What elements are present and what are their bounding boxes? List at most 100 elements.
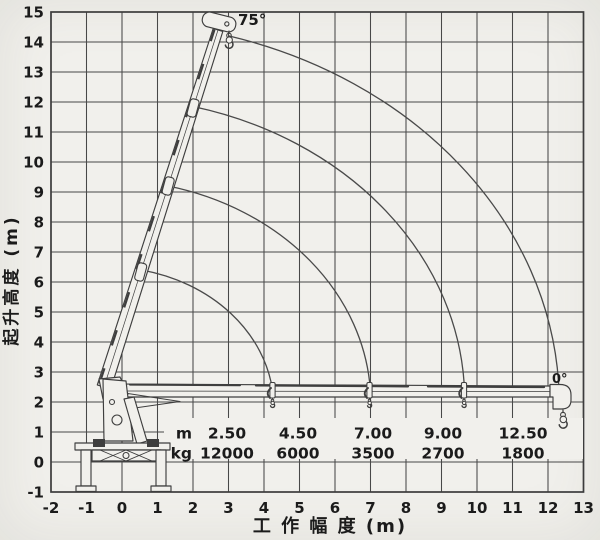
x-tick-label: 4 xyxy=(259,499,269,517)
y-tick-label: 15 xyxy=(23,4,44,22)
boom-section-collar xyxy=(186,98,200,118)
boom-head-top xyxy=(201,11,237,33)
boom-section-collar xyxy=(134,262,148,282)
x-tick-label: 2 xyxy=(188,499,198,517)
capacity-load-value: 12000 xyxy=(200,445,254,463)
section-hook-mark xyxy=(266,387,272,399)
hook-icon xyxy=(558,421,568,429)
y-axis-title: 起升高度 (m) xyxy=(1,214,22,346)
boom-75deg-midline xyxy=(103,29,219,388)
hook-icon xyxy=(367,400,372,406)
boom-section-end xyxy=(366,381,373,399)
collar-rect xyxy=(134,262,148,282)
boom-shading xyxy=(129,383,241,387)
capacity-load-value: 1800 xyxy=(501,445,544,463)
y-tick-label: -1 xyxy=(27,484,44,502)
y-tick-label: 2 xyxy=(34,394,44,412)
y-tick-label: 8 xyxy=(34,214,44,232)
boom-section-collar xyxy=(161,176,175,196)
y-tick-label: 14 xyxy=(23,34,44,52)
sheave xyxy=(224,21,230,27)
x-tick-label: -1 xyxy=(78,499,95,517)
hook-icon xyxy=(461,400,467,406)
x-tick-label: 11 xyxy=(502,499,523,517)
table-band xyxy=(164,418,583,459)
y-tick-label: 7 xyxy=(34,244,44,262)
outrigger-leg-right xyxy=(155,449,167,487)
boom-section-end xyxy=(460,381,468,399)
hook-icon xyxy=(224,41,234,49)
extension-arc-3 xyxy=(192,105,466,394)
capacity-radius-value: 2.50 xyxy=(208,425,246,443)
x-tick-label: 3 xyxy=(223,499,233,517)
plot-border xyxy=(50,11,585,493)
frame-bracing xyxy=(99,449,153,462)
max-boom-angle-label: 75° xyxy=(238,11,266,29)
boom-section-end xyxy=(269,381,276,399)
x-tick-label: 5 xyxy=(294,499,304,517)
y-tick-label: 12 xyxy=(23,94,44,112)
capacity-radius-value: 12.50 xyxy=(498,425,547,443)
boom-head-right xyxy=(549,383,572,410)
outrigger-foot-right xyxy=(150,485,172,493)
capacity-load-value: 3500 xyxy=(351,445,394,463)
boom-horizontal-midline xyxy=(111,390,551,392)
y-tick-label: 9 xyxy=(34,184,44,202)
pivot-pin xyxy=(108,398,116,406)
collar-rect xyxy=(186,98,200,118)
y-tick-label: 10 xyxy=(23,154,44,172)
extension-arc-1 xyxy=(140,269,274,394)
y-tick-label: 1 xyxy=(34,424,44,442)
hook-icon xyxy=(461,403,467,409)
table-background-band xyxy=(164,418,583,459)
y-tick-label: 11 xyxy=(23,124,44,142)
capacity-radius-value: 4.50 xyxy=(279,425,317,443)
crane-drawing xyxy=(74,11,572,493)
boom-extension-arcs xyxy=(140,35,560,394)
hook-icon xyxy=(270,400,275,406)
x-tick-label: 9 xyxy=(436,499,446,517)
section-hook-mark xyxy=(458,387,464,399)
y-tick-label: 4 xyxy=(34,334,44,352)
x-axis-title: 工 作 幅 度 (m) xyxy=(253,515,407,537)
hook-icon xyxy=(269,403,276,409)
x-tick-label: 8 xyxy=(401,499,411,517)
x-tick-label: 0 xyxy=(117,499,127,517)
section-hook-mark xyxy=(363,387,369,399)
y-tick-label: 3 xyxy=(34,364,44,382)
crane-column xyxy=(102,378,134,442)
kingpin xyxy=(122,451,130,460)
collar-rect xyxy=(161,176,175,196)
x-tick-label: 7 xyxy=(365,499,375,517)
y-tick-label: 5 xyxy=(34,304,44,322)
capacity-radius-value: 7.00 xyxy=(354,425,392,443)
y-tick-label: 6 xyxy=(34,274,44,292)
axis-tick-labels: -2 -1 0 1 2 3 4 5 6 7 8 9 10 11 12 13151413121110987654… xyxy=(23,4,594,518)
hook-icon xyxy=(366,403,373,409)
grid xyxy=(50,11,585,493)
boom-shading xyxy=(426,385,546,389)
min-boom-angle-label: 0° xyxy=(552,372,568,387)
boom-shading xyxy=(254,384,410,388)
x-tick-label: 6 xyxy=(330,499,340,517)
outrigger-leg-left xyxy=(80,449,92,487)
capacity-load-value: 6000 xyxy=(276,445,319,463)
capacity-radius-value: 9.00 xyxy=(424,425,462,443)
table-row-label-radius: m xyxy=(176,425,192,443)
x-tick-label: -2 xyxy=(43,499,60,517)
x-tick-label: 10 xyxy=(467,499,488,517)
extension-arc-4 xyxy=(228,35,560,385)
extension-arc-2 xyxy=(167,185,372,394)
beam-block xyxy=(93,439,105,447)
beam-block xyxy=(147,439,159,447)
outrigger-foot-left xyxy=(75,485,97,493)
hook-icon xyxy=(225,36,233,44)
head-cap xyxy=(201,11,237,33)
capacity-table: 2.50 4.50 7.00 9.00 12.50 12000 6000 3500 2700 18… xyxy=(200,425,548,463)
x-tick-label: 13 xyxy=(573,499,594,517)
y-tick-label: 13 xyxy=(23,64,44,82)
x-tick-label: 12 xyxy=(538,499,559,517)
hook-icon xyxy=(559,415,568,424)
